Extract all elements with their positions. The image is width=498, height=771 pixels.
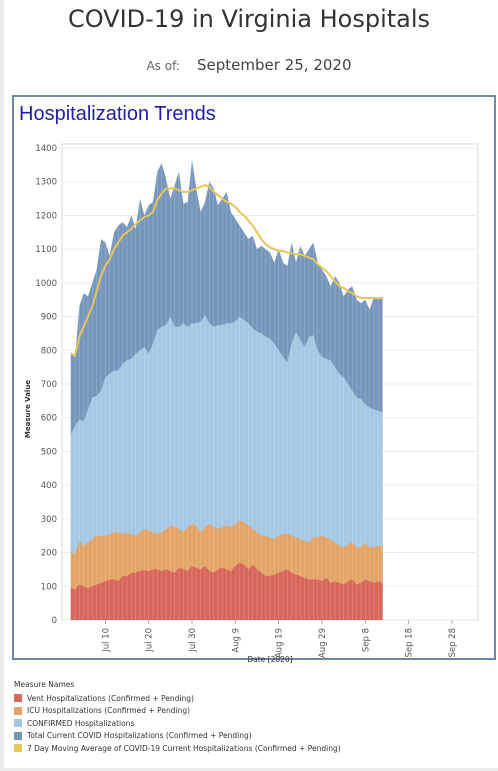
window-edge: [0, 0, 4, 771]
x-tick-label: Jul 30: [188, 628, 198, 653]
legend-item[interactable]: ICU Hospitalizations (Confirmed + Pendin…: [14, 705, 341, 718]
legend-swatch: [14, 706, 22, 715]
x-tick-label: Aug 19: [275, 628, 285, 658]
y-tick-label: 1300: [35, 178, 57, 188]
x-axis-label: Date [2020]: [247, 655, 292, 664]
legend-swatch: [14, 719, 22, 728]
vent-area: [70, 562, 383, 620]
y-tick-label: 800: [41, 346, 57, 356]
legend-label: ICU Hospitalizations (Confirmed + Pendin…: [27, 706, 191, 716]
x-tick-label: Jul 10: [101, 628, 111, 653]
y-tick-label: 400: [41, 481, 57, 491]
hospitalization-trends-chart[interactable]: 0 100 200 300 400 500 600 700 800 900 1000 1100 1200…: [0, 0, 498, 680]
legend-label: Total Current COVID Hospitalizations (Co…: [27, 731, 252, 741]
bottom-rule: [0, 768, 498, 771]
y-tick-label: 1200: [35, 211, 57, 221]
y-tick-label: 100: [41, 582, 57, 592]
panel-title: Hospitalization Trends: [19, 103, 216, 125]
legend-swatch: [14, 694, 22, 703]
y-tick-label: 1400: [35, 144, 57, 154]
y-axis-label: Measure Value: [24, 380, 32, 438]
x-tick-label: Aug 29: [318, 628, 328, 658]
legend-swatch: [14, 744, 22, 753]
moving-average-line: [70, 184, 383, 357]
legend: Measure Names Vent Hospitalizations (Con…: [14, 680, 341, 755]
y-tick-label: 0: [52, 616, 57, 626]
legend-swatch: [14, 731, 22, 740]
legend-item[interactable]: 7 Day Moving Average of COVID-19 Current…: [14, 742, 341, 755]
x-tick-label: Jul 20: [145, 628, 155, 653]
y-tick-label: 500: [41, 447, 57, 457]
legend-item[interactable]: Total Current COVID Hospitalizations (Co…: [14, 730, 341, 743]
y-tick-label: 1000: [35, 279, 57, 289]
x-tick-label: Sep 28: [448, 628, 458, 658]
as-of-row: As of: September 25, 2020: [0, 55, 498, 74]
legend-item[interactable]: Vent Hospitalizations (Confirmed + Pendi…: [14, 692, 341, 705]
y-tick-label: 700: [41, 380, 57, 390]
legend-label: Vent Hospitalizations (Confirmed + Pendi…: [27, 693, 194, 703]
y-tick-label: 900: [41, 313, 57, 323]
legend-label: CONFIRMED Hospitalizations: [27, 718, 135, 728]
as-of-label: As of:: [146, 59, 180, 73]
legend-label: 7 Day Moving Average of COVID-19 Current…: [27, 743, 341, 753]
legend-item[interactable]: CONFIRMED Hospitalizations: [14, 717, 341, 730]
y-tick-label: 200: [41, 549, 57, 559]
x-tick-label: Sep 18: [405, 628, 415, 658]
as-of-date: September 25, 2020: [197, 56, 352, 74]
legend-title: Measure Names: [14, 680, 75, 689]
x-tick-label: Aug 9: [231, 628, 241, 653]
y-tick-label: 300: [41, 515, 57, 525]
y-tick-label: 1100: [35, 245, 57, 255]
x-tick-label: Sep 8: [361, 628, 371, 652]
y-tick-label: 600: [41, 414, 57, 424]
page-title: COVID-19 in Virginia Hospitals: [67, 5, 431, 33]
